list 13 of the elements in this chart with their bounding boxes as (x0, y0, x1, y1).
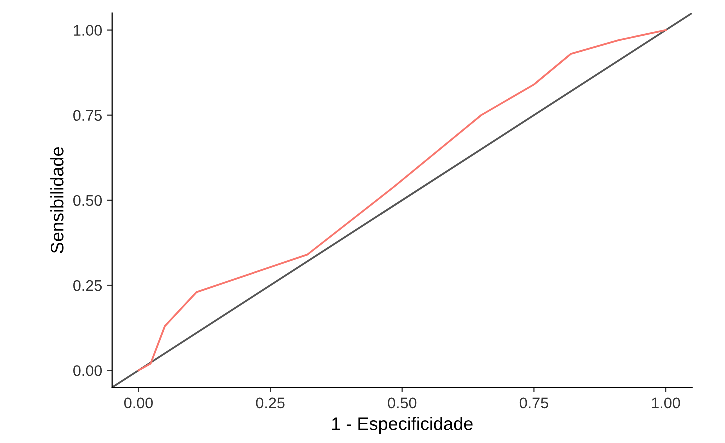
x-axis-title: 1 - Especificidade (332, 417, 473, 434)
line-series (138, 29, 667, 372)
y-axis-title: Sensibilidade (50, 148, 64, 254)
y-tick-label: 0.00 (74, 365, 102, 376)
x-tick-label: 0.25 (256, 398, 285, 409)
x-tick-label: 1.00 (652, 398, 680, 409)
y-tick-label: 0.25 (74, 280, 102, 292)
x-tick-label: 0.50 (388, 398, 417, 409)
y-tick-label: 1.00 (74, 25, 102, 36)
y-tick-label: 0.50 (74, 195, 102, 206)
y-tick-label: 0.75 (74, 110, 102, 122)
x-tick-label: 0.75 (520, 398, 548, 409)
x-tick-label: 0.00 (124, 398, 154, 409)
